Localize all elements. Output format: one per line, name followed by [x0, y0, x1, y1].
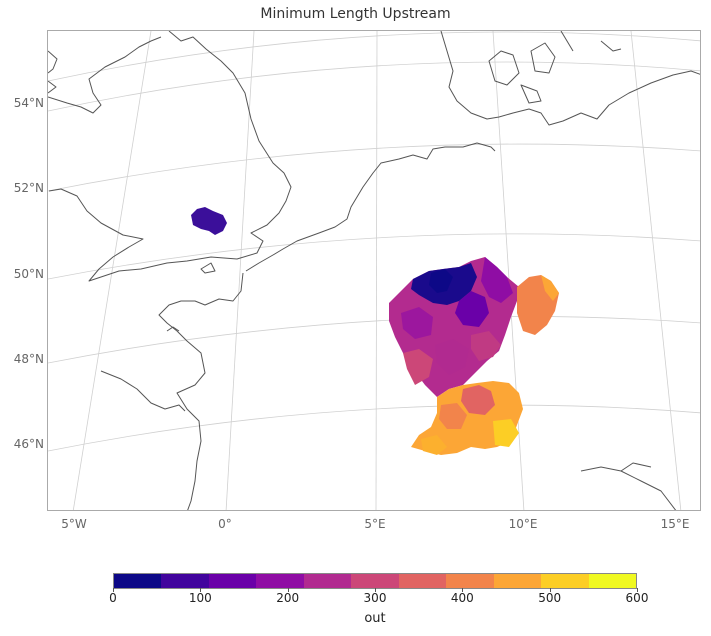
colorbar-segment [446, 574, 494, 588]
lat-label-46n: 46°N [13, 437, 44, 451]
coast-denmark [440, 31, 700, 126]
lon-label-10e: 10°E [508, 517, 538, 531]
lon-label-0: 0° [218, 517, 232, 531]
colorbar-segment [493, 574, 542, 588]
colorbar-label: out [364, 611, 386, 626]
colorbar-tick-label: 500 [538, 591, 562, 605]
thames-catchment [191, 207, 227, 235]
colorbar-segment [303, 574, 352, 588]
lat-label-50n: 50°N [13, 267, 44, 281]
colorbar [113, 573, 637, 589]
coastlines [48, 31, 700, 510]
coast-france [200, 262, 216, 274]
coast-britain [48, 31, 292, 282]
colorbar-segment [208, 574, 257, 588]
colorbar-tickmark [462, 588, 464, 592]
lat-label-52n: 52°N [13, 181, 44, 195]
colorbar-segment [541, 574, 589, 588]
lat-label-54n: 54°N [13, 96, 44, 110]
map-panel [47, 30, 701, 511]
lon-label-5w: 5°W [61, 517, 87, 531]
map-title: Minimum Length Upstream [260, 6, 451, 22]
graticule [48, 31, 700, 510]
colorbar-segment [161, 574, 209, 588]
colorbar-tick-label: 300 [363, 591, 387, 605]
colorbar-segment [351, 574, 399, 588]
colorbar-segment [114, 574, 162, 588]
colorbar-tick-label: 400 [450, 591, 474, 605]
colorbar-tickmark [200, 588, 202, 592]
lon-label-15e: 15°E [660, 517, 690, 531]
colorbar-tickmark [549, 588, 551, 592]
colorbar-segment [398, 574, 447, 588]
lon-label-5e: 5°E [364, 517, 386, 531]
colorbar-tick-label: 600 [625, 591, 649, 605]
colorbar-segment [588, 574, 636, 588]
colorbar-tickmark [375, 588, 376, 592]
colorbar-tick-label: 200 [276, 591, 300, 605]
colorbar-tickmark [287, 588, 289, 592]
colorbar-tickmark [637, 588, 638, 592]
colorbar-segment [256, 574, 304, 588]
lat-label-48n: 48°N [13, 352, 44, 366]
river-catchments [389, 257, 559, 455]
map-canvas [48, 31, 700, 510]
colorbar-tick-label: 100 [188, 591, 212, 605]
colorbar-tickmark [113, 588, 114, 592]
colorbar-tick-label: 0 [109, 591, 117, 605]
